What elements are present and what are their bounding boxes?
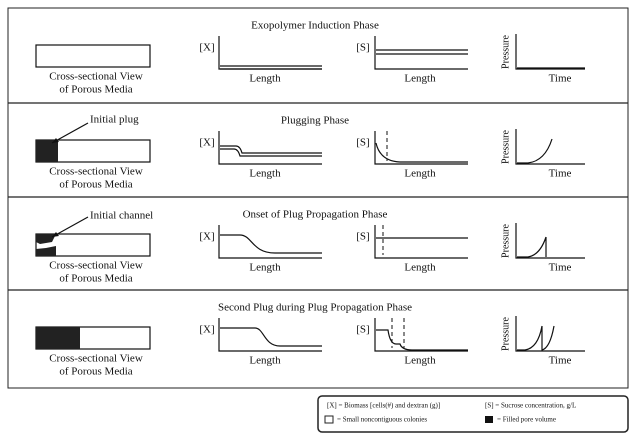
- sucrose-curve: [376, 49, 468, 55]
- pressure-curve: [517, 325, 555, 351]
- phase-title: Plugging Phase: [281, 115, 349, 127]
- plug: [36, 140, 58, 162]
- biomass-curve: [220, 145, 322, 157]
- p-xlabel: Time: [549, 73, 572, 85]
- p-axis-label: Pressure: [500, 317, 511, 351]
- biomass-curve: [220, 234, 322, 254]
- p-axis-label: Pressure: [500, 130, 511, 164]
- annotation-arrow: [51, 216, 89, 238]
- biomass-curve: [220, 327, 322, 347]
- axes: [218, 225, 322, 259]
- axes: [374, 318, 468, 352]
- annotation: Initial channel: [90, 210, 153, 222]
- media-label: of Porous Media: [59, 273, 132, 285]
- legend-open-swatch: [324, 415, 334, 424]
- axes: [374, 36, 468, 70]
- arrowhead: [52, 232, 59, 237]
- p-axis-label: Pressure: [500, 224, 511, 258]
- axes: [374, 131, 468, 165]
- legend-x: [X] = Biomass [cells(#) and dextran (g)]: [327, 402, 440, 410]
- arrowhead: [52, 138, 59, 143]
- media-label: of Porous Media: [59, 84, 132, 96]
- legend-filled-swatch: [485, 416, 493, 423]
- media-label: Cross-sectional View: [49, 166, 143, 178]
- p-xlabel: Time: [549, 262, 572, 274]
- s-xlabel: Length: [404, 73, 436, 85]
- axes: [374, 225, 468, 259]
- media-label: Cross-sectional View: [49, 353, 143, 365]
- axes: [218, 36, 322, 70]
- porous-media: [35, 233, 151, 257]
- plug: [36, 327, 80, 349]
- legend-open: = Small noncontiguous colonies: [337, 416, 427, 424]
- legend-box: [317, 395, 629, 433]
- x-axis-label: [X]: [199, 231, 214, 243]
- phase-title: Second Plug during Plug Propagation Phas…: [218, 302, 412, 314]
- s-axis-label: [S]: [356, 137, 369, 149]
- media-label: of Porous Media: [59, 366, 132, 378]
- axes: [218, 318, 322, 352]
- axes: [515, 316, 585, 352]
- s-axis-label: [S]: [356, 324, 369, 336]
- legend: [X] = Biomass [cells(#) and dextran (g)]…: [317, 395, 629, 433]
- s-xlabel: Length: [404, 355, 436, 367]
- media-label: Cross-sectional View: [49, 260, 143, 272]
- channel-plug: [36, 234, 56, 256]
- s-axis-label: [S]: [356, 42, 369, 54]
- axes: [515, 223, 585, 259]
- s-xlabel: Length: [404, 168, 436, 180]
- biomass-curve: [220, 65, 322, 70]
- x-axis-label: [X]: [199, 324, 214, 336]
- s-xlabel: Length: [404, 262, 436, 274]
- x-xlabel: Length: [249, 73, 281, 85]
- sucrose-curve: [376, 329, 468, 351]
- x-xlabel: Length: [249, 168, 281, 180]
- media-label: Cross-sectional View: [49, 71, 143, 83]
- porous-media: [35, 44, 151, 68]
- pressure-curve: [517, 138, 553, 164]
- x-axis-label: [X]: [199, 137, 214, 149]
- x-xlabel: Length: [249, 262, 281, 274]
- axes: [515, 129, 585, 165]
- phase-title: Onset of Plug Propagation Phase: [243, 209, 388, 221]
- pressure-curve: [517, 236, 547, 258]
- x-axis-label: [X]: [199, 42, 214, 54]
- annotation: Initial plug: [90, 114, 139, 126]
- p-axis-label: Pressure: [500, 35, 511, 69]
- p-xlabel: Time: [549, 355, 572, 367]
- axes: [515, 34, 585, 70]
- sucrose-curve: [375, 142, 468, 163]
- x-xlabel: Length: [249, 355, 281, 367]
- axes: [218, 131, 322, 165]
- frame: [7, 7, 629, 389]
- s-axis-label: [S]: [356, 231, 369, 243]
- phase-title: Exopolymer Induction Phase: [251, 20, 379, 32]
- legend-s: [S] = Sucrose concentration, g/L: [485, 402, 576, 410]
- media-label: of Porous Media: [59, 179, 132, 191]
- p-xlabel: Time: [549, 168, 572, 180]
- annotation-arrow: [51, 122, 89, 144]
- legend-filled: = Filled pore volume: [497, 416, 556, 424]
